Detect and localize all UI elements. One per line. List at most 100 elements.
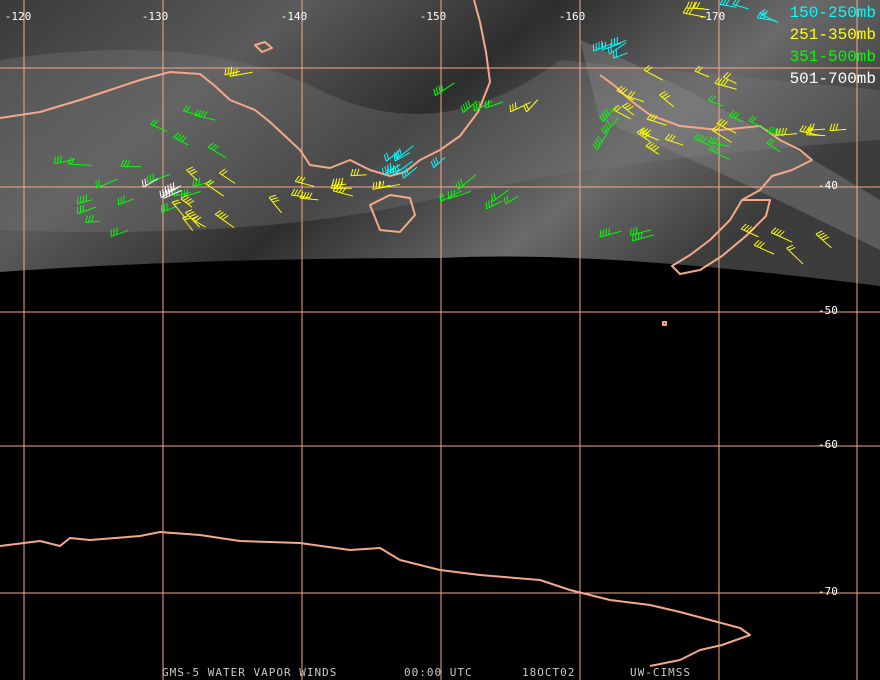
wind-barb bbox=[696, 1, 701, 9]
wind-barb bbox=[606, 120, 611, 128]
wind-barb bbox=[693, 1, 698, 9]
wind-barb bbox=[750, 116, 757, 123]
wind-barb bbox=[212, 145, 220, 151]
wind-barb bbox=[601, 112, 606, 120]
wind-barb bbox=[766, 142, 781, 153]
wind-barb bbox=[710, 136, 716, 144]
wind-barb bbox=[161, 205, 177, 213]
wind-barb bbox=[632, 227, 635, 235]
island-coast bbox=[662, 321, 667, 326]
wind-barb bbox=[77, 199, 93, 205]
wind-barb bbox=[716, 118, 723, 125]
wind-barb bbox=[85, 220, 101, 223]
longitude-labels: -120 -130 -140 -150 -160 -170 bbox=[5, 10, 726, 23]
wind-barb bbox=[186, 166, 194, 171]
wind-barb bbox=[667, 134, 673, 141]
wind-barb bbox=[626, 105, 634, 111]
wind-barb bbox=[440, 83, 444, 91]
wind-barb bbox=[189, 213, 197, 218]
wind-barb bbox=[731, 111, 738, 118]
wind-barb bbox=[506, 195, 509, 203]
wind-barb bbox=[686, 1, 690, 9]
wind-barb bbox=[195, 216, 202, 222]
wind-barb bbox=[171, 201, 187, 220]
wind-barb bbox=[164, 187, 167, 195]
wind-barb bbox=[120, 159, 125, 167]
wind-barb bbox=[143, 178, 159, 188]
wind-barb bbox=[173, 201, 181, 205]
wind-barb bbox=[465, 101, 469, 109]
wind-barb bbox=[435, 156, 439, 164]
wind-barb bbox=[210, 143, 217, 150]
wind-barb bbox=[56, 156, 59, 164]
wind-barb bbox=[229, 71, 253, 77]
wind-barb bbox=[746, 226, 753, 232]
wind-barb bbox=[183, 196, 190, 201]
wind-barb bbox=[381, 180, 385, 188]
wind-barb bbox=[396, 145, 414, 160]
wind-barb bbox=[147, 173, 171, 183]
wind-barb bbox=[685, 7, 691, 14]
wind-barb bbox=[756, 241, 763, 247]
wind-barb bbox=[185, 105, 191, 113]
wind-barb bbox=[182, 105, 188, 112]
wind-barb bbox=[762, 12, 768, 19]
longitude-label: -160 bbox=[559, 10, 586, 23]
longitude-label: -120 bbox=[5, 10, 32, 23]
coastlines bbox=[0, 0, 813, 667]
wind-barb bbox=[185, 209, 193, 213]
wind-barb bbox=[627, 90, 633, 97]
wind-barb bbox=[613, 104, 620, 111]
wind-barb bbox=[748, 115, 755, 122]
wind-barb bbox=[759, 8, 766, 15]
wind-barb bbox=[372, 182, 375, 190]
wind-barb bbox=[645, 145, 660, 155]
wind-barb bbox=[805, 126, 810, 133]
wind-barb bbox=[185, 198, 192, 203]
wind-barb bbox=[294, 175, 300, 182]
wind-barb bbox=[707, 136, 713, 143]
wind-barb bbox=[293, 189, 299, 196]
wind-barb bbox=[341, 187, 347, 194]
wind-barb bbox=[386, 152, 390, 160]
wind-barb bbox=[442, 193, 444, 201]
wind-barb bbox=[642, 128, 649, 135]
wind-barb bbox=[670, 135, 676, 142]
wind-barb bbox=[334, 178, 338, 186]
wind-barb bbox=[627, 95, 645, 103]
wind-barb bbox=[194, 114, 216, 121]
latitude-label: -60 bbox=[818, 438, 838, 451]
wind-barb bbox=[806, 128, 810, 135]
wind-barb bbox=[272, 199, 280, 203]
wind-barb bbox=[118, 198, 134, 206]
wind-barb bbox=[192, 219, 206, 228]
wind-barb bbox=[82, 195, 85, 203]
wind-barb bbox=[694, 70, 710, 78]
wind-barb bbox=[523, 105, 528, 113]
footer-text: UW-CIMSS bbox=[630, 666, 691, 679]
wind-barb bbox=[613, 52, 628, 59]
wind-barb bbox=[820, 234, 827, 239]
wind-barb bbox=[340, 177, 344, 185]
wind-barb bbox=[708, 141, 731, 147]
wind-barb bbox=[198, 177, 201, 185]
wind-barb bbox=[486, 200, 503, 210]
wind-barb bbox=[455, 182, 459, 190]
wind-barb bbox=[76, 196, 79, 204]
wind-barb bbox=[784, 127, 788, 135]
wind-barb bbox=[621, 88, 628, 94]
wind-barb bbox=[728, 115, 743, 123]
wind-barb bbox=[460, 178, 464, 186]
wind-barb bbox=[693, 137, 711, 147]
longitude-label: -170 bbox=[699, 10, 726, 23]
wind-barb bbox=[639, 129, 646, 135]
wind-barb bbox=[433, 88, 436, 96]
wind-barb bbox=[640, 231, 643, 239]
wind-barb bbox=[759, 242, 765, 249]
wind-barb bbox=[173, 136, 189, 146]
wind-barb bbox=[762, 10, 769, 16]
wind-barb bbox=[714, 82, 737, 90]
wind-barb bbox=[646, 113, 652, 120]
wind-barb bbox=[707, 99, 724, 107]
